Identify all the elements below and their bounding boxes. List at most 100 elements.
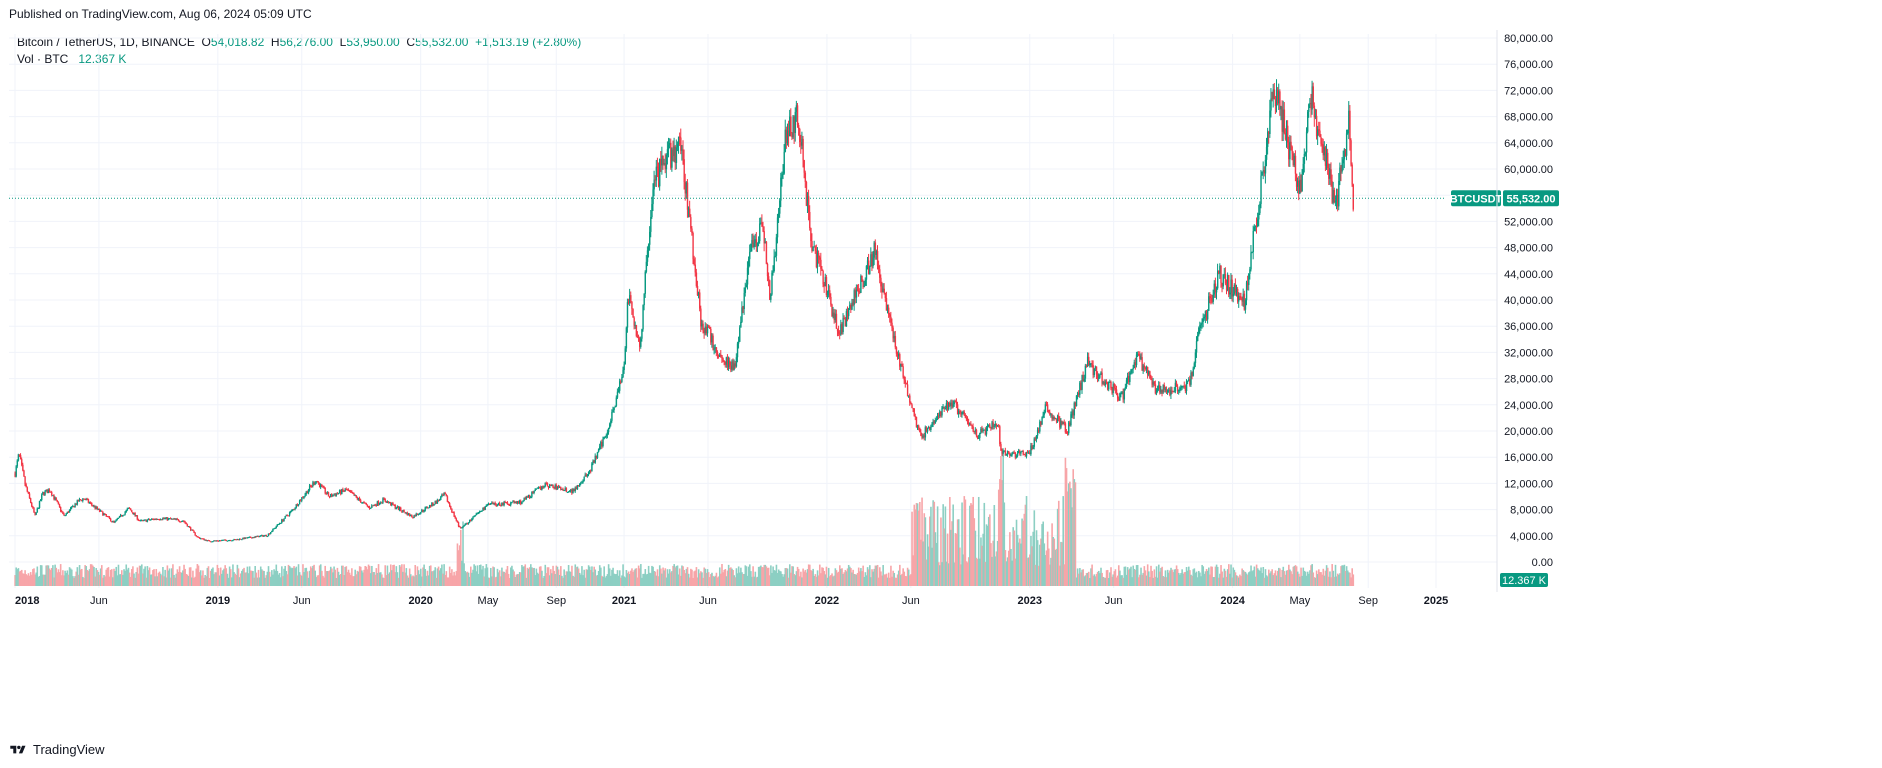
candle-body: [1280, 106, 1282, 110]
volume-bar: [34, 574, 36, 586]
candle-body: [870, 254, 872, 266]
volume-bar: [309, 566, 312, 586]
volume-bar: [418, 574, 421, 586]
volume-bar: [227, 577, 230, 586]
candle-body: [1259, 203, 1261, 214]
volume-bar: [1302, 567, 1305, 586]
volume-bar: [318, 565, 321, 586]
volume-bar: [118, 574, 121, 586]
volume-bar: [171, 568, 173, 586]
volume-bar: [1323, 575, 1326, 586]
candle-body: [542, 486, 544, 488]
candle-body: [671, 149, 673, 168]
candle-body: [965, 417, 968, 420]
candle-body: [1075, 395, 1078, 407]
volume-bar: [1084, 575, 1087, 586]
volume-bar: [458, 545, 461, 586]
volume-bar: [307, 577, 310, 586]
candle-body: [871, 254, 873, 267]
candle-body: [761, 222, 763, 227]
candle-body: [711, 335, 713, 343]
volume-bar: [674, 567, 677, 586]
volume-bar: [1072, 469, 1075, 586]
volume-bar: [124, 570, 126, 586]
candle-body: [931, 423, 933, 427]
candle-body: [835, 313, 838, 329]
volume-bar: [1090, 568, 1092, 586]
volume-bar: [625, 570, 628, 586]
candle-body: [1267, 131, 1269, 147]
volume-bar: [1004, 550, 1007, 586]
candle-body: [458, 526, 461, 528]
candle-body: [1049, 411, 1051, 415]
candle-body: [837, 331, 840, 334]
volume-bar: [906, 567, 909, 586]
candle-body: [770, 294, 772, 300]
volume-bar: [572, 575, 574, 586]
volume-bar: [199, 570, 202, 586]
candle-body: [606, 432, 609, 436]
volume-bar: [257, 569, 260, 586]
volume-bar: [921, 497, 923, 586]
volume-bar: [1280, 577, 1282, 586]
candle-body: [1283, 109, 1286, 134]
volume-bar: [703, 567, 706, 586]
candle-body: [925, 427, 928, 432]
volume-bar: [895, 577, 898, 586]
volume-bar: [724, 569, 727, 586]
volume-bar: [145, 577, 148, 586]
candle-body: [275, 526, 277, 528]
candle-body: [160, 519, 162, 521]
symbol-badge: [1451, 190, 1501, 207]
volume-bar: [1329, 571, 1331, 586]
candle-body: [88, 502, 91, 504]
volume-bar: [278, 573, 281, 586]
volume-bar: [451, 569, 453, 586]
candle-body: [765, 241, 768, 264]
volume-bar: [821, 567, 823, 586]
candle-body: [1105, 381, 1108, 383]
volume-bar: [1089, 577, 1091, 586]
volume-bar: [274, 570, 276, 586]
candle-body: [767, 276, 770, 281]
candle-body: [133, 512, 135, 515]
candle-body: [14, 473, 16, 477]
candle-body: [956, 404, 959, 415]
candle-body: [1248, 273, 1250, 286]
candle-body: [914, 416, 917, 418]
candle-body: [990, 427, 992, 429]
volume-bar: [1151, 570, 1153, 586]
candle-body: [793, 116, 795, 134]
volume-bar: [556, 566, 559, 586]
candle-body: [358, 498, 361, 501]
volume-bar: [807, 564, 810, 586]
candle-body: [107, 516, 110, 518]
candle-body: [1003, 450, 1005, 452]
volume-bar: [1195, 571, 1198, 586]
candle-body: [673, 146, 675, 157]
volume-bar: [551, 573, 553, 586]
footer-brand[interactable]: TradingView: [9, 742, 105, 757]
volume-bar: [372, 571, 374, 586]
candle-body: [1163, 384, 1166, 390]
candle-body: [830, 296, 832, 305]
candle-body: [1056, 415, 1059, 422]
last-price-badge-label: 55,532.00: [1507, 193, 1556, 205]
candle-body: [709, 327, 711, 329]
candle-body: [656, 166, 659, 168]
candle-body: [623, 364, 625, 371]
candle-body: [970, 423, 972, 426]
volume-bar: [299, 574, 302, 586]
volume-bar: [388, 572, 391, 586]
candle-body: [1065, 432, 1068, 434]
candle-body: [230, 540, 232, 542]
volume-bar: [1282, 566, 1285, 586]
candle-body: [503, 501, 505, 506]
volume-bar: [429, 565, 432, 586]
volume-bar: [356, 570, 359, 586]
candle-body: [99, 510, 102, 512]
volume-bar: [19, 570, 22, 586]
candle-body: [1312, 86, 1314, 106]
candle-body: [789, 116, 791, 137]
